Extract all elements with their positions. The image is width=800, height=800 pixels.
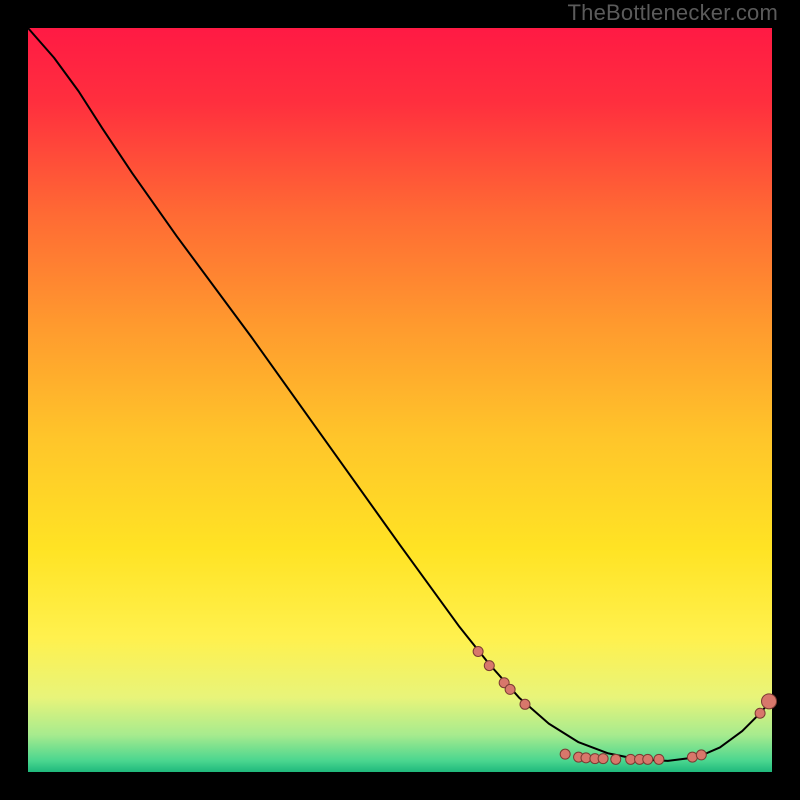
data-marker: [755, 708, 765, 718]
plot-background: [28, 28, 772, 772]
data-marker: [560, 749, 570, 759]
data-marker: [643, 754, 653, 764]
data-marker: [654, 754, 664, 764]
data-marker: [505, 684, 515, 694]
data-marker: [762, 694, 777, 709]
data-marker: [598, 754, 608, 764]
data-marker: [473, 646, 483, 656]
data-marker: [696, 750, 706, 760]
data-marker: [611, 754, 621, 764]
bottleneck-chart: [0, 0, 800, 800]
data-marker: [520, 699, 530, 709]
watermark-text: TheBottlenecker.com: [568, 0, 778, 26]
data-marker: [687, 752, 697, 762]
data-marker: [484, 661, 494, 671]
